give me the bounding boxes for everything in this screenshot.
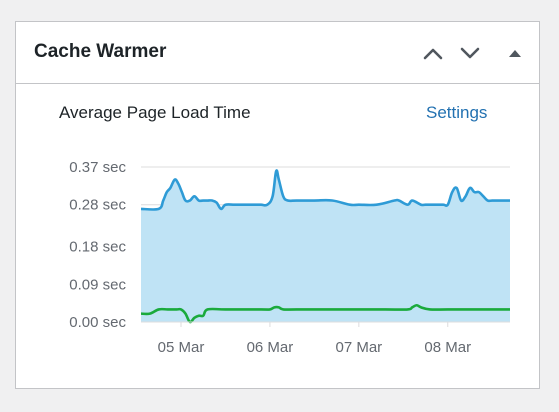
- widget-header: Cache Warmer: [16, 22, 539, 84]
- x-tick-label: 08 Mar: [424, 339, 471, 356]
- series-line-secondary: [140, 303, 510, 324]
- triangle-up-icon: [509, 50, 521, 57]
- settings-link[interactable]: Settings: [426, 103, 488, 122]
- series-area-fill: [141, 170, 510, 322]
- move-down-button[interactable]: [457, 40, 483, 66]
- y-tick-label: 0.28 sec: [69, 197, 126, 214]
- x-tick-label: 06 Mar: [247, 339, 294, 356]
- x-tick-label: 07 Mar: [335, 339, 382, 356]
- x-tick-label: 05 Mar: [158, 339, 205, 356]
- toggle-panel-button[interactable]: [502, 40, 528, 66]
- move-up-button[interactable]: [420, 40, 446, 66]
- widget-body: Average Page Load Time Settings 0.00 sec…: [16, 84, 539, 389]
- cache-warmer-widget: Cache Warmer Average Page Load Time Sett…: [15, 21, 540, 389]
- load-time-chart: 0.00 sec 0.09 sec 0.18 sec 0.28 sec 0.37 sec…: [69, 159, 510, 356]
- chart-heading: Average Page Load Time: [59, 103, 251, 122]
- y-tick-label: 0.00 sec: [69, 314, 126, 331]
- chevron-up-icon: [423, 48, 443, 60]
- y-tick-label: 0.09 sec: [69, 276, 126, 293]
- y-tick-label: 0.18 sec: [69, 239, 126, 256]
- series-line-page-load: [140, 169, 510, 211]
- y-tick-label: 0.37 sec: [69, 159, 126, 176]
- widget-title: Cache Warmer: [34, 41, 167, 62]
- chevron-down-icon: [460, 47, 480, 59]
